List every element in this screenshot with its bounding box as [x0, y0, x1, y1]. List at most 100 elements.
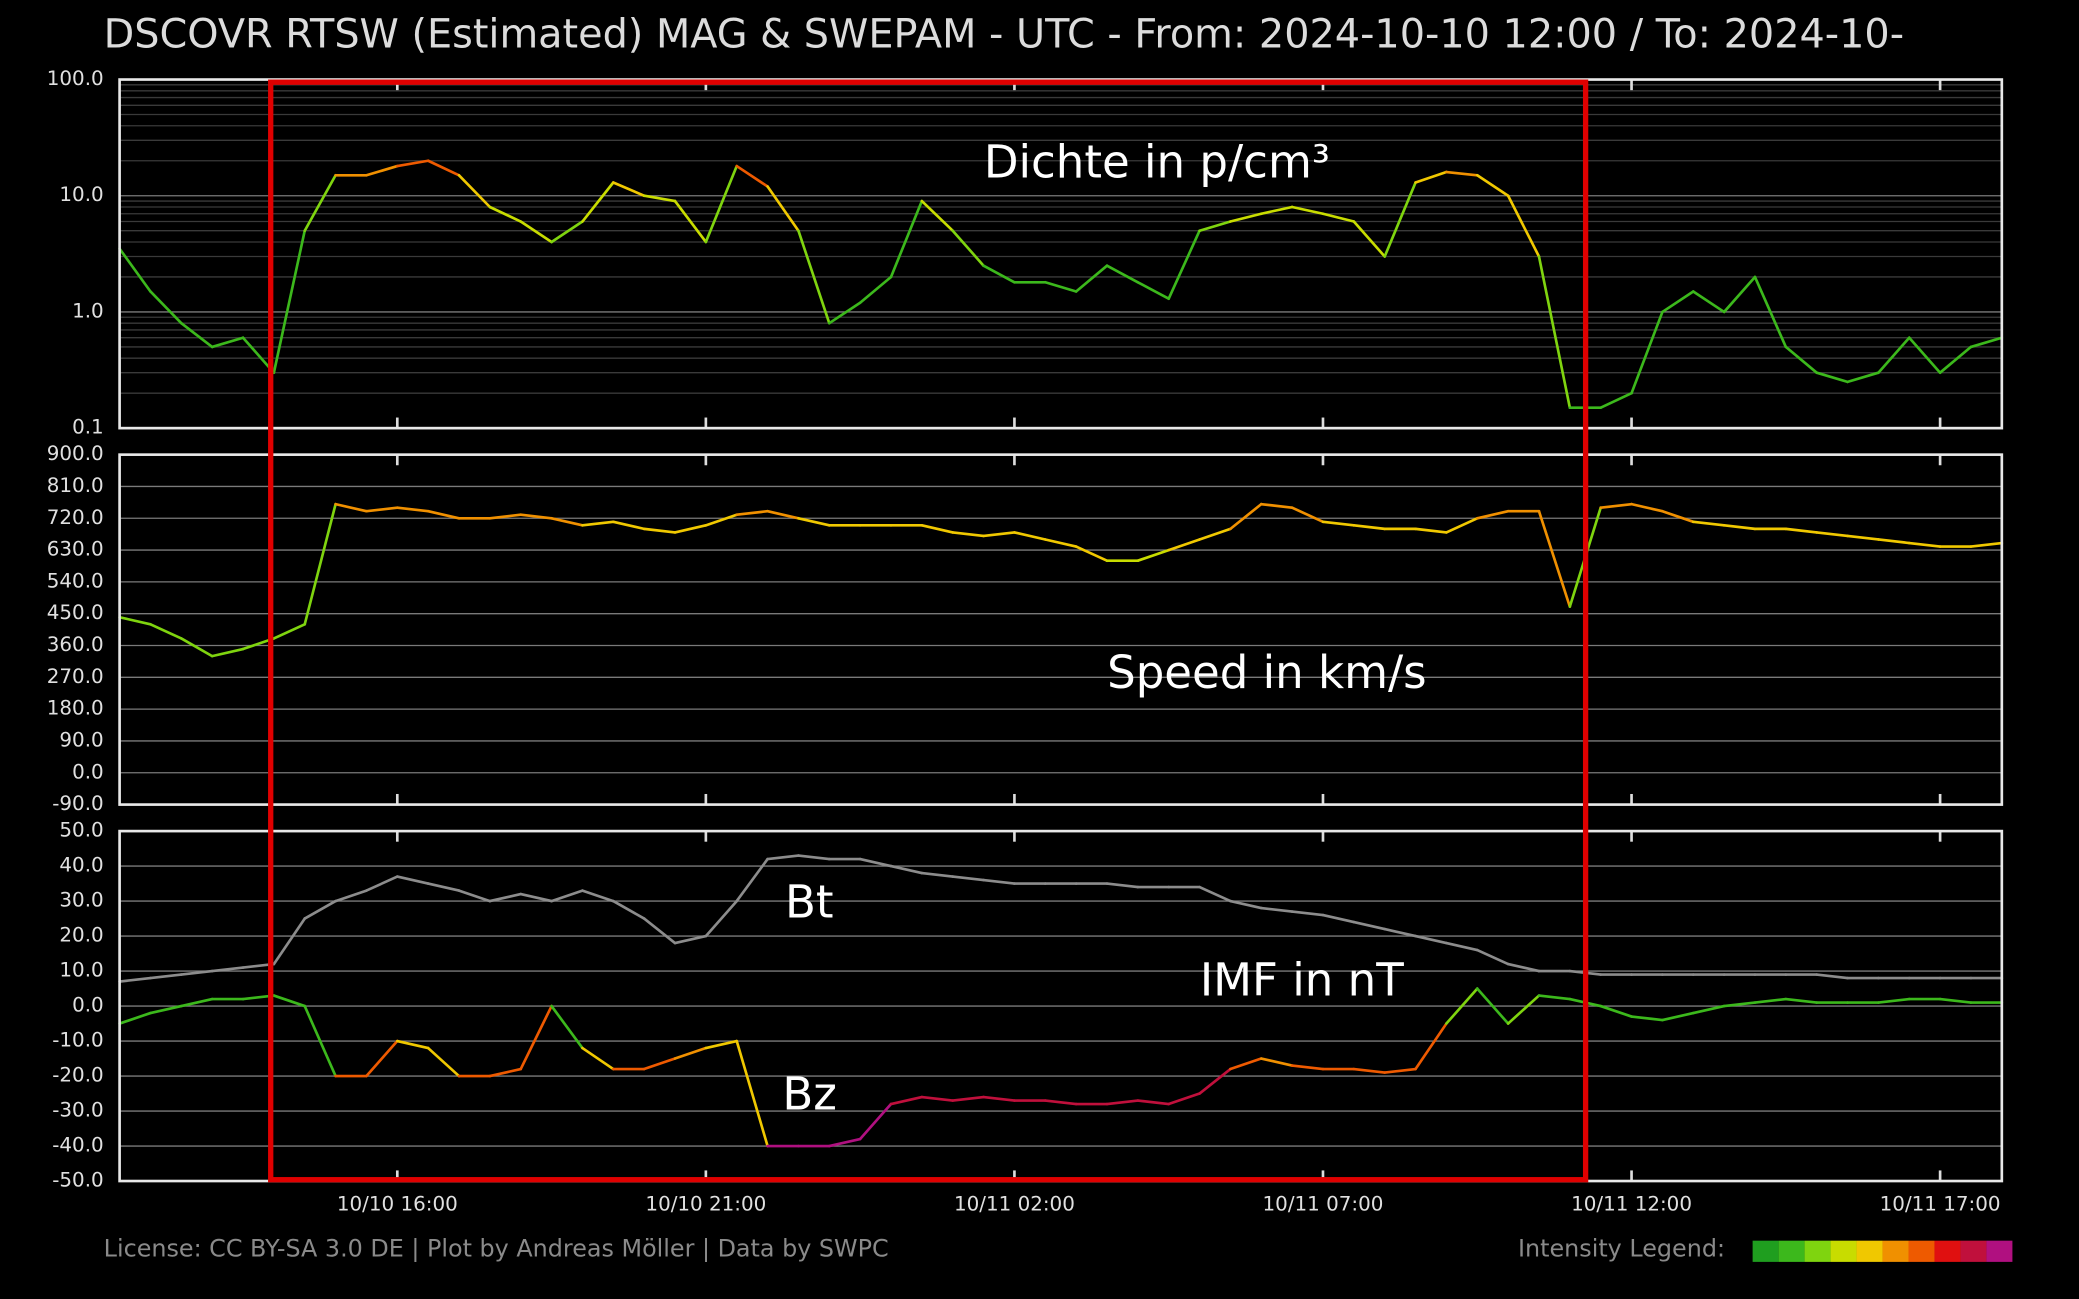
- y-tick-label: 0.1: [72, 416, 104, 439]
- data-segment: [920, 1095, 955, 1102]
- data-segment: [1506, 962, 1541, 973]
- data-segment: [118, 1011, 152, 1025]
- data-segment: [889, 1095, 924, 1106]
- data-segment: [1290, 910, 1325, 917]
- data-segment: [1815, 531, 1849, 538]
- legend-title: Intensity Legend:: [1518, 1234, 1725, 1262]
- data-segment: [1815, 371, 1849, 384]
- annotation: IMF in nT: [1200, 954, 1404, 1007]
- data-segment: [118, 976, 152, 983]
- intensity-legend: [1752, 1240, 2013, 1262]
- x-tick-label: 10/11 07:00: [1263, 1192, 1384, 1215]
- data-segment: [611, 520, 646, 531]
- data-segment: [272, 994, 307, 1008]
- data-segment: [982, 1095, 1016, 1102]
- data-segment: [303, 173, 337, 233]
- legend-swatch: [1908, 1240, 1935, 1262]
- footer: License: CC BY-SA 3.0 DE | Plot by Andre…: [104, 1234, 889, 1262]
- data-segment: [149, 973, 183, 980]
- legend-swatch: [1752, 1240, 1779, 1262]
- data-segment: [365, 506, 399, 513]
- data-segment: [1043, 1099, 1078, 1106]
- legend-swatch: [1986, 1240, 2013, 1262]
- data-segment: [1784, 345, 1819, 375]
- y-tick-label: 810.0: [47, 474, 104, 497]
- data-segment: [1784, 997, 1819, 1004]
- data-segment: [858, 1102, 893, 1141]
- data-segment: [1537, 509, 1572, 608]
- y-tick-label: -40.0: [52, 1134, 103, 1157]
- highlight-box: [268, 79, 1589, 1183]
- x-tick-label: 10/11 17:00: [1880, 1192, 2001, 1215]
- data-segment: [889, 864, 924, 875]
- data-segment: [766, 185, 800, 233]
- data-segment: [1383, 927, 1417, 938]
- data-segment: [704, 513, 739, 527]
- data-segment: [118, 615, 152, 626]
- data-segment: [519, 220, 553, 244]
- data-segment: [1661, 509, 1695, 524]
- y-tick-label: 40.0: [59, 854, 103, 877]
- y-tick-label: 10.0: [59, 959, 103, 982]
- data-segment: [1352, 1067, 1387, 1074]
- data-segment: [1506, 194, 1541, 258]
- data-segment: [1475, 987, 1510, 1025]
- data-segment: [1877, 538, 1911, 545]
- data-segment: [1599, 391, 1633, 410]
- data-segment: [395, 875, 430, 885]
- data-segment: [272, 622, 307, 640]
- data-segment: [581, 520, 615, 527]
- data-segment: [1445, 170, 1479, 177]
- data-segment: [673, 1046, 708, 1060]
- data-segment: [1321, 913, 1356, 924]
- annotation: Dichte in p/cm³: [984, 136, 1330, 189]
- data-segment: [179, 969, 214, 976]
- data-segment: [1229, 899, 1263, 910]
- y-tick-label: -20.0: [52, 1064, 103, 1087]
- data-segment: [1074, 264, 1109, 293]
- data-segment: [519, 1004, 553, 1071]
- data-segment: [488, 513, 523, 520]
- data-segment: [735, 857, 769, 903]
- y-tick-label: -30.0: [52, 1099, 103, 1122]
- x-tick-label: 10/11 02:00: [954, 1192, 1075, 1215]
- data-segment: [735, 164, 769, 188]
- data-segment: [1475, 509, 1510, 520]
- data-segment: [1259, 1057, 1294, 1067]
- y-tick-label: 1.0: [72, 299, 104, 322]
- data-segment: [426, 159, 461, 177]
- y-tick-label: -90.0: [52, 792, 103, 815]
- data-segment: [303, 1004, 337, 1078]
- data-segment: [1352, 220, 1387, 258]
- data-segment: [1259, 502, 1294, 509]
- data-segment: [1290, 205, 1325, 216]
- data-segment: [1846, 534, 1880, 541]
- data-segment: [1722, 524, 1757, 531]
- y-tick-label: 360.0: [47, 633, 104, 656]
- data-segment: [920, 199, 955, 233]
- data-segment: [1599, 1004, 1633, 1018]
- data-segment: [982, 531, 1016, 538]
- data-segment: [1321, 212, 1356, 223]
- data-segment: [457, 889, 492, 903]
- data-segment: [179, 637, 214, 658]
- data-segment: [179, 997, 214, 1008]
- data-segment: [1352, 920, 1387, 931]
- data-segment: [1661, 1011, 1695, 1022]
- data-segment: [1167, 1092, 1201, 1106]
- data-segment: [1105, 882, 1140, 889]
- y-tick-label: 10.0: [59, 183, 103, 206]
- data-segment: [365, 164, 399, 177]
- data-segment: [1136, 548, 1171, 563]
- y-tick-label: 630.0: [47, 538, 104, 561]
- data-segment: [581, 181, 615, 223]
- data-segment: [210, 336, 245, 349]
- data-segment: [1136, 280, 1171, 301]
- data-segment: [149, 1004, 183, 1015]
- data-segment: [1630, 502, 1664, 513]
- data-segment: [642, 194, 677, 203]
- data-segment: [1969, 336, 2004, 349]
- y-tick-label: 100.0: [47, 67, 104, 90]
- data-segment: [1445, 516, 1479, 534]
